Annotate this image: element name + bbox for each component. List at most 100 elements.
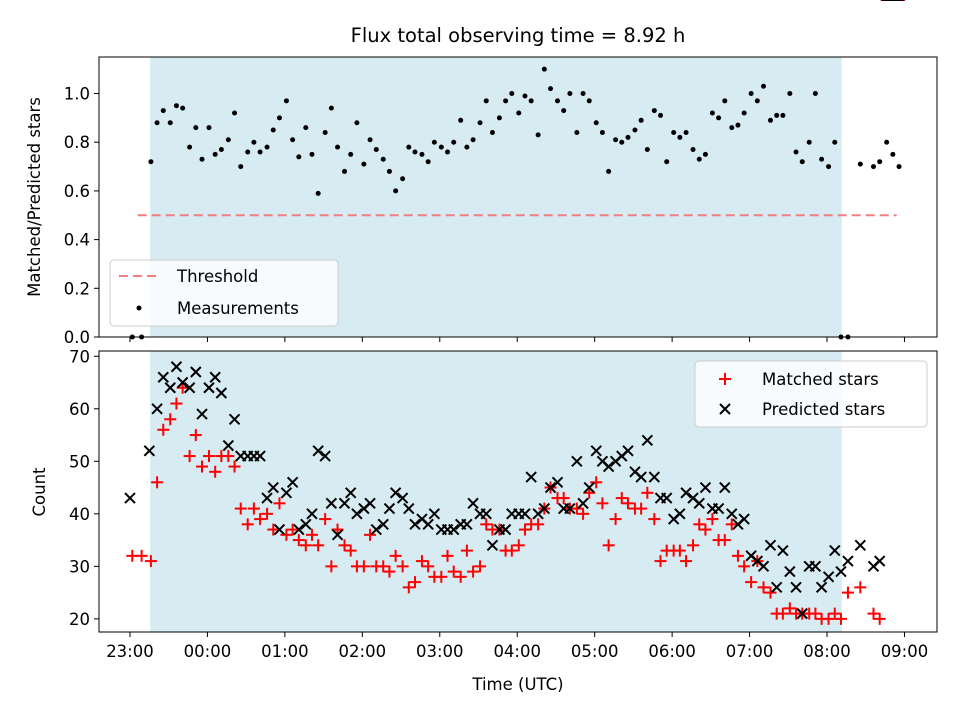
y-tick-label: 70 <box>69 347 90 366</box>
predicted-star-point <box>842 555 854 567</box>
measurement-point <box>425 159 431 165</box>
predicted-star-point <box>461 518 473 531</box>
y-tick-label: 40 <box>69 505 90 524</box>
predicted-star-point <box>222 439 235 452</box>
predicted-star-point <box>590 445 602 457</box>
x-tick-label: 07:00 <box>726 642 774 661</box>
matched-star-point <box>725 518 738 531</box>
measurement-point <box>696 156 702 162</box>
predicted-star-point <box>873 555 886 567</box>
matched-star-point <box>234 502 247 515</box>
predicted-star-point <box>641 434 654 446</box>
matched-star-point <box>693 518 706 531</box>
measurement-point <box>535 132 541 138</box>
predicted-stars-points <box>124 0 905 620</box>
matched-star-point <box>325 560 338 573</box>
matched-star-point <box>557 492 570 505</box>
predicted-star-point <box>157 371 169 383</box>
matched-star-point <box>621 497 634 510</box>
matched-star-point <box>596 497 609 510</box>
measurement-point <box>799 159 805 165</box>
predicted-star-point <box>577 497 589 510</box>
measurement-point <box>548 86 554 92</box>
measurement-point <box>599 129 605 135</box>
measurement-point <box>438 144 444 150</box>
measurement-point <box>451 139 457 145</box>
measurement-point <box>896 164 902 170</box>
measurement-point <box>690 147 696 153</box>
matched-star-point <box>654 555 667 568</box>
predicted-star-point <box>829 544 841 557</box>
matched-star-point <box>745 576 758 589</box>
measurement-point <box>606 168 612 174</box>
measurement-point <box>290 137 296 143</box>
x-tick-label: 03:00 <box>416 642 464 661</box>
predicted-star-point <box>777 544 789 557</box>
legend-measurements-swatch <box>136 305 142 311</box>
matched-star-point <box>822 612 835 625</box>
measurement-points <box>129 66 902 340</box>
x-tick-label: 02:00 <box>339 642 387 661</box>
measurement-point <box>832 139 838 145</box>
measurement-point <box>671 129 677 135</box>
matched-star-point <box>834 612 847 625</box>
measurement-point <box>870 164 876 170</box>
measurement-point <box>761 83 767 89</box>
measurement-point <box>386 168 392 174</box>
matched-star-point <box>144 555 157 568</box>
predicted-star-point <box>190 366 202 378</box>
measurement-point <box>632 127 638 133</box>
measurement-point <box>348 151 354 157</box>
x-tick-label: 05:00 <box>571 642 619 661</box>
predicted-star-point <box>300 518 312 531</box>
matched-star-point <box>273 497 286 510</box>
measurement-point <box>458 117 464 123</box>
predicted-star-point <box>467 497 479 510</box>
predicted-star-point <box>738 513 750 525</box>
matched-star-point <box>292 534 305 547</box>
bottom-legend-box <box>694 360 928 428</box>
measurement-point <box>335 144 341 150</box>
top-y-axis-label: Matched/Predicted stars <box>25 97 44 297</box>
y-tick-label: 60 <box>69 400 90 419</box>
x-tick-label: 06:00 <box>648 642 696 661</box>
measurement-point <box>677 134 683 140</box>
predicted-star-point <box>351 508 363 520</box>
matched-star-point <box>357 560 370 573</box>
measurement-point <box>373 147 379 153</box>
measurement-point <box>651 108 657 114</box>
measurement-point <box>315 190 321 196</box>
y-tick-label: 0.2 <box>64 279 90 298</box>
predicted-star-point <box>835 565 847 578</box>
measurement-point <box>270 127 276 133</box>
matched-star-point <box>454 570 467 583</box>
predicted-star-point <box>764 539 777 552</box>
predicted-star-point <box>602 460 615 473</box>
measurement-point <box>503 98 509 104</box>
predicted-star-point <box>267 481 279 494</box>
bottom-x-axis: 23:00 00:00 01:00 02:00 03:00 04:00 05:00 06:00… <box>106 632 928 661</box>
measurement-point <box>516 110 522 116</box>
measurement-point <box>464 144 470 150</box>
matched-star-point <box>609 513 622 526</box>
predicted-star-point <box>809 560 822 573</box>
bottom-y-axis-label: Count <box>30 467 49 517</box>
measurement-point <box>212 151 218 157</box>
matched-star-point <box>267 523 280 536</box>
matched-star-point <box>402 581 415 594</box>
predicted-star-point <box>331 529 344 541</box>
matched-star-point <box>286 523 299 536</box>
matched-star-point <box>447 565 460 578</box>
measurement-point <box>625 134 631 140</box>
measurement-point <box>187 144 193 150</box>
matched-star-point <box>854 581 867 594</box>
measurement-point <box>812 91 818 97</box>
measurement-point <box>400 176 406 182</box>
measurement-point <box>877 159 883 165</box>
matched-star-point <box>209 465 222 478</box>
measurement-point <box>477 120 483 126</box>
predicted-star-point <box>622 445 634 457</box>
y-tick-label: 0.8 <box>64 133 90 152</box>
measurement-point <box>276 115 282 121</box>
